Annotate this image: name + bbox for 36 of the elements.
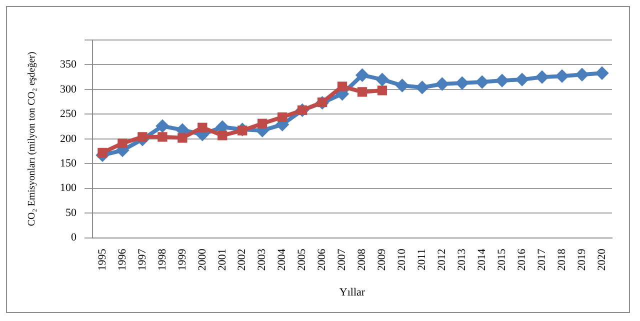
y-tick-label: 100: [60, 182, 77, 194]
x-tick-label: 2016: [516, 248, 528, 271]
x-tick-label: 2011: [416, 248, 428, 270]
x-tick-label: 2005: [296, 248, 308, 271]
x-tick-label: 2002: [236, 248, 248, 271]
y-tick-label: 300: [60, 83, 77, 96]
x-tick-label: 2015: [496, 248, 508, 271]
y-tick-label: 250: [60, 108, 77, 120]
x-tick-label: 2006: [316, 248, 328, 271]
x-tick-label: 2000: [196, 248, 208, 271]
x-tick-label: 2007: [336, 248, 348, 271]
x-tick-label: 2012: [436, 248, 448, 271]
x-tick-label: 2014: [476, 248, 488, 271]
x-tick-label: 2019: [576, 248, 588, 271]
x-tick-label: 2008: [356, 248, 368, 271]
x-tick-label: 2018: [556, 248, 568, 271]
y-tick-label: 0: [71, 232, 77, 244]
x-tick-label: 2004: [276, 248, 288, 271]
x-tick-label: 1999: [176, 248, 188, 271]
x-tick-label: 1996: [116, 248, 128, 271]
x-tick-label: 2003: [256, 248, 268, 271]
y-tick-label: 200: [60, 132, 77, 145]
x-tick-label: 1997: [136, 248, 148, 271]
x-tick-label: 2010: [396, 248, 408, 271]
y-tick-label: 350: [60, 58, 77, 71]
x-tick-label: 1995: [96, 248, 108, 271]
x-tick-label: 2020: [596, 248, 608, 271]
x-tick-label: 2009: [376, 248, 388, 271]
x-tick-label: 2013: [456, 248, 468, 271]
y-tick-label: 50: [66, 206, 77, 219]
x-tick-label: 2001: [216, 248, 228, 271]
x-tick-label: 1998: [156, 248, 168, 271]
x-tick-label: 2017: [536, 248, 548, 271]
y-tick-label: 150: [60, 158, 77, 170]
x-axis-title: Yıllar: [339, 286, 366, 298]
y-axis-title: CO₂ Emisyonları (milyon ton CO₂ eşdeğer): [26, 52, 38, 226]
